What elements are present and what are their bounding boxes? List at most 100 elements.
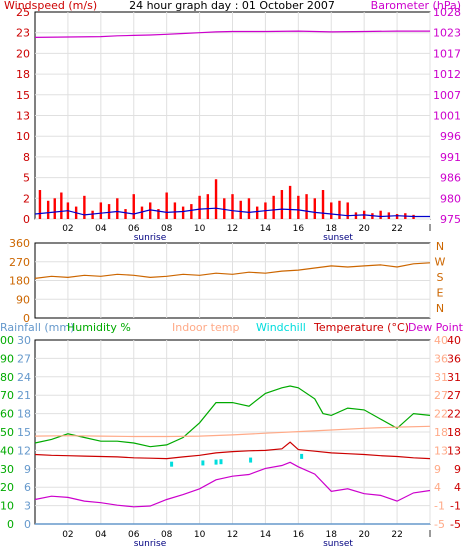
wind-gust-bar (272, 195, 275, 219)
wind-gust-bar (46, 200, 50, 219)
wind-gust-bar (321, 190, 325, 219)
compass-tick-label: W (435, 256, 446, 269)
indoor-temp-line (34, 425, 431, 438)
wind-gust-bar (165, 192, 168, 219)
axis-tick-label: 31 (447, 371, 461, 384)
compass-tick-label: N (436, 302, 444, 315)
sunset-label-bottom: sunset (323, 539, 353, 549)
sunset-label: sunset (323, 233, 353, 243)
axis-tick-label: 24 (17, 371, 31, 384)
barometer-tick-label: 1007 (433, 89, 461, 102)
wind-gust-bar (214, 179, 218, 219)
axis-tick-label: 40 (0, 444, 14, 457)
axis-tick-label: 80 (0, 371, 14, 384)
windspeed-tick-label: 2 (23, 192, 30, 205)
hour-tick-label: 06 (128, 224, 140, 234)
wind-gust-bar (305, 194, 308, 219)
hour-tick-label: 20 (358, 224, 370, 234)
barometer-tick-label: 1017 (433, 47, 461, 60)
sunrise-label: sunrise (134, 233, 167, 243)
axis-tick-label: 4 (434, 481, 441, 494)
wind-gust-bar (239, 200, 242, 219)
humidity-line (34, 385, 431, 448)
hour-tick-label: 12 (227, 224, 238, 234)
hour-tick-label: l (429, 530, 432, 540)
wind-gust-bar (157, 209, 160, 219)
temperature-line (34, 441, 431, 460)
dew-point-line (34, 461, 431, 508)
sunrise-label-bottom: sunrise (134, 539, 167, 549)
axis-tick-label: 9 (454, 463, 461, 476)
hour-tick-label: 10 (194, 224, 206, 234)
wind-gust-bar (297, 195, 300, 219)
windchill-mark (214, 459, 218, 465)
hour-tick-label: 08 (161, 224, 173, 234)
wind-gust-bar (313, 198, 316, 219)
hour-tick-label: 06 (128, 530, 140, 540)
windspeed-tick-label: 10 (16, 130, 30, 143)
windchill-mark (201, 460, 205, 466)
axis-tick-label: 15 (17, 426, 31, 439)
barometer-tick-label: 1012 (433, 68, 461, 81)
axis-tick-label: 6 (24, 481, 31, 494)
windspeed-tick-label: 25 (16, 6, 30, 19)
hour-tick-label: 02 (62, 224, 73, 234)
wind-gust-bar (83, 195, 86, 219)
axis-tick-label: 10 (0, 500, 14, 513)
axis-tick-label: 27 (447, 389, 461, 402)
axis-tick-label: -1 (434, 500, 445, 513)
axis-tick-label: 90 (0, 352, 14, 365)
barometer-tick-label: 1001 (433, 110, 461, 123)
windspeed-tick-label: 15 (16, 89, 30, 102)
axis-tick-label: 22 (447, 408, 461, 421)
legend-entry: Indoor temp (172, 321, 239, 334)
axis-tick-label: 50 (0, 426, 14, 439)
wind-direction-line (34, 262, 431, 279)
axis-tick-label: -5 (434, 518, 445, 531)
axis-tick-label: 30 (0, 463, 14, 476)
legend-entry: Humidity % (67, 321, 131, 334)
axis-tick-label: 100 (0, 334, 14, 347)
hour-tick-label: 08 (161, 530, 173, 540)
wind-gust-bar (288, 185, 292, 219)
windspeed-axis-label: Windspeed (m/s) (4, 0, 97, 12)
axis-tick-label: 20 (0, 481, 14, 494)
wind-gust-bar (181, 206, 185, 219)
hour-tick-label: 04 (95, 530, 107, 540)
wind-gust-bar (91, 210, 94, 219)
axis-tick-label: 18 (447, 426, 461, 439)
axis-tick-label: -5 (450, 518, 461, 531)
legend-entry: Rainfall (mm) (0, 321, 74, 334)
barometer-tick-label: 986 (440, 172, 461, 185)
windspeed-tick-label: 20 (16, 47, 30, 60)
wind-gust-bar (124, 209, 127, 219)
axis-tick-label: 0 (24, 518, 31, 531)
windspeed-tick-label: 13 (16, 110, 30, 123)
axis-tick-label: 40 (447, 334, 461, 347)
hour-tick-label: l (429, 224, 432, 234)
windchill-mark (249, 457, 253, 463)
axis-tick-label: 40 (434, 334, 448, 347)
wind-gust-bar (330, 202, 333, 219)
compass-tick-label: S (437, 271, 444, 284)
direction-tick-label: 270 (9, 256, 30, 269)
axis-tick-label: 18 (17, 408, 31, 421)
axis-tick-label: -1 (450, 500, 461, 513)
barometer-tick-label: 1023 (433, 27, 461, 40)
barometer-axis-label: Barometer (hPa) (371, 0, 461, 12)
wind-gust-bar (346, 202, 349, 219)
windspeed-tick-label: 0 (23, 213, 30, 226)
axis-tick-label: 60 (0, 408, 14, 421)
axis-tick-label: 0 (7, 518, 14, 531)
barometer-tick-label: 1028 (433, 6, 461, 19)
axis-tick-label: 31 (434, 371, 448, 384)
wind-gust-bar (38, 190, 42, 219)
barometer-tick-label: 980 (440, 192, 461, 205)
axis-tick-label: 18 (434, 426, 448, 439)
wind-gust-bar (280, 190, 284, 219)
axis-tick-label: 13 (434, 444, 448, 457)
hour-tick-label: 22 (391, 224, 402, 234)
